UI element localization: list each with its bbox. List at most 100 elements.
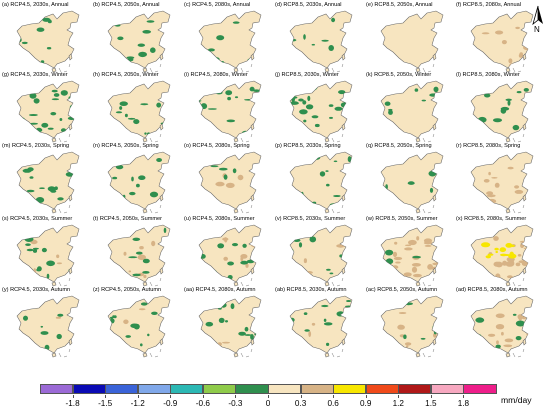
china-map bbox=[198, 295, 262, 358]
island-shape bbox=[250, 194, 255, 202]
island-shape bbox=[505, 352, 511, 358]
map-panel: (m) RCP4.5, 2030s, Spring bbox=[2, 143, 92, 215]
nine-dash-line bbox=[422, 277, 435, 287]
island-shape bbox=[324, 137, 330, 143]
nine-dash-line bbox=[58, 348, 71, 358]
map-panel: (n) RCP4.5, 2050s, Spring bbox=[93, 143, 183, 215]
panel-label: (m) RCP4.5, 2030s, Spring bbox=[2, 143, 70, 149]
china-map bbox=[470, 151, 534, 214]
nine-dash-line bbox=[331, 204, 344, 214]
island-shape bbox=[233, 67, 239, 73]
colorbar-tick bbox=[105, 395, 107, 398]
nine-dash-line bbox=[512, 63, 525, 73]
panel-label: (ab) RCP8.5, 2030s, Autumn bbox=[275, 287, 347, 293]
island-shape bbox=[341, 123, 346, 131]
china-map bbox=[470, 10, 534, 73]
colorbar-swatch bbox=[365, 384, 399, 394]
colorbar-swatch bbox=[463, 384, 497, 394]
map-panel: (g) RCP4.5, 2030s, Winter bbox=[2, 72, 92, 144]
nine-dash-line bbox=[240, 204, 253, 214]
panel-label: (e) RCP8.5, 2050s, Annual bbox=[366, 2, 433, 8]
colorbar-tick bbox=[300, 395, 302, 398]
colorbar-swatch bbox=[40, 384, 74, 394]
island-shape bbox=[159, 267, 164, 275]
island-shape bbox=[432, 194, 437, 202]
china-landmass bbox=[16, 10, 80, 69]
nine-dash-line bbox=[149, 277, 162, 287]
island-shape bbox=[142, 208, 148, 214]
china-map bbox=[289, 10, 353, 73]
china-map bbox=[107, 10, 171, 73]
china-map bbox=[470, 224, 534, 287]
panel-label: (l) RCP8.5, 2080s, Winter bbox=[456, 72, 520, 78]
map-panel: (j) RCP8.5, 2030s, Winter bbox=[275, 72, 365, 144]
nine-dash-line bbox=[149, 204, 162, 214]
colorbar-tick bbox=[398, 395, 400, 398]
nine-dash-line bbox=[149, 348, 162, 358]
panel-label: (a) RCP4.5, 2030s, Annual bbox=[2, 2, 69, 8]
panel-label: (n) RCP4.5, 2050s, Spring bbox=[93, 143, 159, 149]
colorbar-swatch bbox=[235, 384, 269, 394]
panel-label: (d) RCP8.5, 2030s, Annual bbox=[275, 2, 342, 8]
colorbar-swatch bbox=[170, 384, 204, 394]
nine-dash-line bbox=[149, 63, 162, 73]
colorbar-swatch bbox=[72, 384, 106, 394]
map-panel: (q) RCP8.5, 2050s, Spring bbox=[366, 143, 456, 215]
nine-dash-line bbox=[512, 204, 525, 214]
map-panel: (e) RCP8.5, 2050s, Annual bbox=[366, 2, 456, 74]
map-panel: (i) RCP4.5, 2080s, Winter bbox=[184, 72, 274, 144]
colorbar-tick-label: -0.6 bbox=[195, 399, 210, 408]
china-map bbox=[16, 80, 80, 143]
island-shape bbox=[68, 194, 73, 202]
colorbar-tick bbox=[365, 395, 367, 398]
panel-label: (p) RCP8.5, 2030s, Spring bbox=[275, 143, 341, 149]
colorbar-tick bbox=[137, 395, 139, 398]
island-shape bbox=[51, 67, 57, 73]
island-shape bbox=[233, 352, 239, 358]
island-shape bbox=[233, 281, 239, 287]
island-shape bbox=[415, 137, 421, 143]
panel-label: (v) RCP8.5, 2030s, Summer bbox=[275, 216, 346, 222]
island-shape bbox=[159, 338, 164, 346]
colorbar-tick bbox=[202, 395, 204, 398]
nine-dash-line bbox=[422, 348, 435, 358]
island-shape bbox=[159, 123, 164, 131]
island-shape bbox=[324, 352, 330, 358]
colorbar-tick-label: -1.2 bbox=[130, 399, 145, 408]
panel-label: (x) RCP8.5, 2080s, Summer bbox=[456, 216, 527, 222]
island-shape bbox=[51, 281, 57, 287]
colorbar-swatch bbox=[137, 384, 171, 394]
colorbar-tick-label: 0.3 bbox=[294, 399, 307, 408]
map-panel: (u) RCP4.5, 2080s, Summer bbox=[184, 216, 274, 288]
change-pattern bbox=[385, 236, 442, 281]
map-panel: (o) RCP4.5, 2080s, Spring bbox=[184, 143, 274, 215]
china-landmass bbox=[198, 295, 262, 354]
island-shape bbox=[250, 267, 255, 275]
nine-dash-line bbox=[331, 348, 344, 358]
island-shape bbox=[432, 267, 437, 275]
china-map bbox=[16, 10, 80, 73]
panel-label: (t) RCP4.5, 2050s, Summer bbox=[93, 216, 163, 222]
island-shape bbox=[51, 208, 57, 214]
island-shape bbox=[505, 281, 511, 287]
colorbar-swatch bbox=[268, 384, 302, 394]
island-shape bbox=[505, 208, 511, 214]
panel-label: (o) RCP4.5, 2080s, Spring bbox=[184, 143, 250, 149]
island-shape bbox=[51, 137, 57, 143]
colorbar-swatch bbox=[105, 384, 139, 394]
change-pattern bbox=[108, 157, 162, 204]
colorbar: -1.8 -1.5 -1.2 -0.9 -0.6 -0.3 0 0.3 0.6 0.9 1.2 1.5… bbox=[40, 384, 497, 413]
china-landmass bbox=[470, 151, 534, 210]
colorbar-swatch bbox=[398, 384, 432, 394]
china-map bbox=[107, 151, 171, 214]
panel-label: (k) RCP8.5, 2050s, Winter bbox=[366, 72, 432, 78]
china-landmass bbox=[380, 80, 444, 139]
island-shape bbox=[159, 53, 164, 61]
island-shape bbox=[415, 281, 421, 287]
colorbar-tick-label: -0.9 bbox=[163, 399, 178, 408]
china-map bbox=[380, 224, 444, 287]
map-panel: (b) RCP4.5, 2050s, Annual bbox=[93, 2, 183, 74]
map-panel: (a) RCP4.5, 2030s, Annual bbox=[2, 2, 92, 74]
island-shape bbox=[415, 67, 421, 73]
